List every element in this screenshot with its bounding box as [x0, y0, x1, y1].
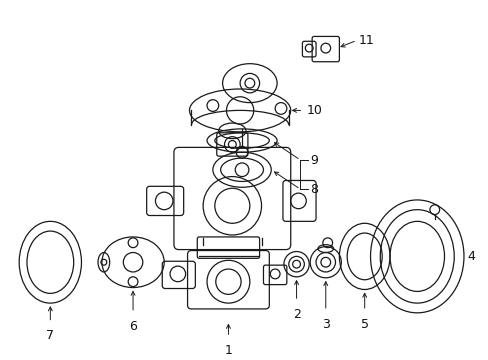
Text: 5: 5 — [360, 318, 368, 331]
Text: 9: 9 — [309, 153, 317, 167]
Text: 2: 2 — [292, 308, 300, 321]
Text: 8: 8 — [309, 183, 318, 196]
Text: 6: 6 — [129, 320, 137, 333]
Text: 4: 4 — [467, 250, 475, 263]
Text: 1: 1 — [224, 344, 232, 357]
Text: 3: 3 — [321, 318, 329, 331]
Text: 11: 11 — [358, 34, 374, 47]
Text: 10: 10 — [305, 104, 322, 117]
Text: 7: 7 — [46, 329, 54, 342]
